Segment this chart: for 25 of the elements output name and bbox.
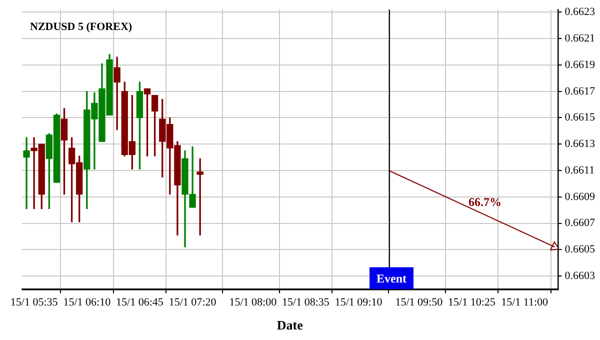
y-tick-label: 0.6615 — [564, 112, 596, 124]
y-tick-label: 0.6613 — [564, 138, 596, 150]
x-tick-label: 15/1 09:50 — [395, 296, 444, 309]
x-tick-label: 15/1 08:00 — [229, 296, 278, 309]
y-tick-label: 0.6619 — [564, 58, 596, 71]
x-tick-label: 15/1 11:00 — [501, 296, 549, 309]
annotation: 66.7% — [468, 194, 502, 209]
x-tick-label: 15/1 06:10 — [63, 296, 112, 309]
y-tick-label: 0.6609 — [564, 190, 596, 203]
x-tick-label: 15/1 07:20 — [168, 296, 217, 309]
ref-line-label: Event — [376, 271, 407, 286]
y-tick-label: 0.6623 — [564, 6, 596, 18]
y-tick-label: 0.6611 — [564, 164, 595, 176]
y-tick-label: 0.6621 — [564, 32, 595, 45]
text: NZDUSD 5 (FOREX) — [30, 20, 132, 33]
x-tick-label: 15/1 10:25 — [448, 296, 496, 309]
x-tick-label: 15/1 05:35 — [10, 296, 58, 309]
x-tick-label: 15/1 06:45 — [116, 296, 164, 309]
y-tick-label: 0.6605 — [564, 244, 596, 256]
x-tick-label: 15/1 09:10 — [334, 296, 383, 309]
x-axis-title: Date — [276, 318, 304, 333]
y-tick-label: 0.6607 — [564, 217, 596, 230]
y-tick-label: 0.6617 — [564, 85, 596, 98]
x-tick-label: 15/1 08:35 — [282, 296, 330, 309]
y-tick-label: 0.6603 — [564, 270, 596, 282]
